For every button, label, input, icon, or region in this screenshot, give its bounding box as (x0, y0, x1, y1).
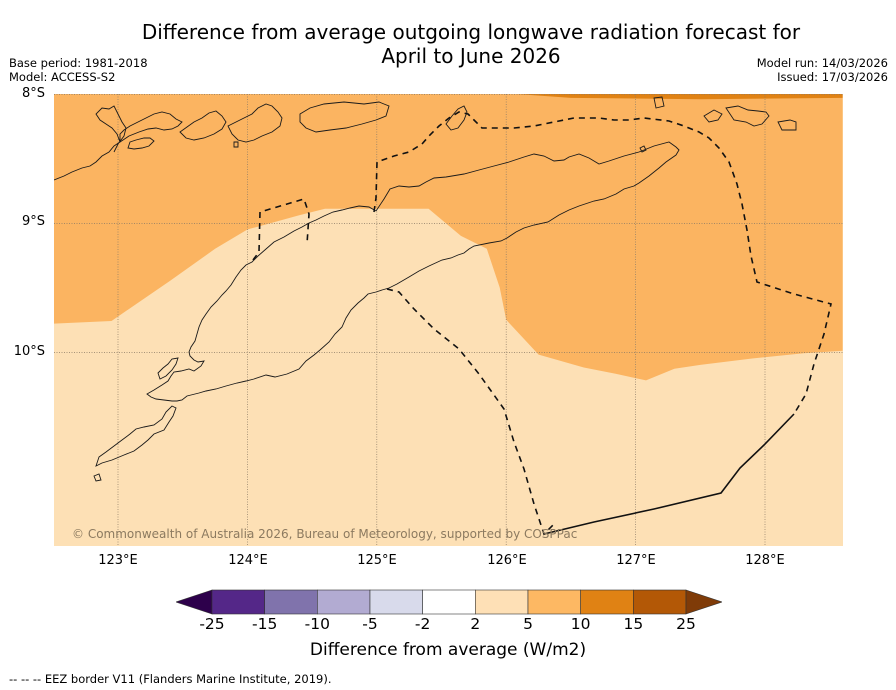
copyright-notice: © Commonwealth of Australia 2026, Bureau… (72, 527, 577, 541)
coastline-rote (95, 405, 177, 467)
eez-border-solid (543, 413, 795, 535)
eez-border-south-east (543, 413, 795, 535)
colorbar-tick-label: 2 (470, 615, 481, 633)
lon-label-126e: 126°E (487, 553, 527, 568)
eez-footnote: -- -- -- EEZ border V11 (Flanders Marine… (9, 672, 332, 686)
eez-border-south-west (386, 288, 555, 536)
coastlines (54, 96, 797, 482)
coastline-island-e1 (653, 96, 665, 109)
run-info: Model run: 14/03/2026 Issued: 17/03/2026 (757, 56, 888, 84)
colorbar-tick-label: -5 (362, 615, 378, 633)
eez-border (252, 111, 832, 536)
coastline-adonara (127, 137, 155, 150)
colorbar (176, 589, 722, 615)
colorbar-bin (317, 589, 371, 615)
coastline-island-e3 (725, 105, 770, 127)
coastline-islet-small1 (233, 141, 239, 148)
colorbar-tick-label: 15 (623, 615, 644, 633)
lat-label-8s: 8°S (21, 86, 45, 101)
eez-border-timor-north (373, 111, 832, 415)
anomaly-region-10-to-15 (516, 94, 843, 100)
coastline-lembata (119, 111, 183, 143)
colorbar-bin (633, 589, 687, 615)
gridlines (54, 94, 843, 546)
anomaly-region-5-to-10 (54, 94, 843, 381)
lat-label-9s: 9°S (21, 214, 45, 229)
model-info: Base period: 1981-2018 Model: ACCESS-S2 (9, 56, 148, 84)
anomaly-fills (54, 94, 843, 381)
title-line-1: Difference from average outgoing longwav… (141, 20, 801, 44)
coastline-islet-small2 (639, 145, 647, 153)
coastline-timor (146, 141, 680, 402)
lat-label-10s: 10°S (13, 344, 45, 359)
colorbar-tick-label: -10 (304, 615, 330, 633)
coastline-wetar (299, 101, 390, 133)
colorbar-bin (264, 589, 318, 615)
colorbar-tick-label: -15 (251, 615, 278, 633)
colorbar-label: Difference from average (W/m2) (309, 640, 587, 660)
colorbar-tick-label: 10 (570, 615, 591, 633)
colorbar-under-arrow (176, 589, 213, 615)
colorbar-bin (475, 589, 529, 615)
chart-title: Difference from average outgoing longwav… (0, 20, 896, 68)
model-name: Model: ACCESS-S2 (9, 70, 116, 84)
coastline-ndao (93, 473, 102, 482)
colorbar-tick-label: -25 (199, 615, 225, 633)
lon-label-123e: 123°E (98, 553, 138, 568)
colorbar-bin (211, 589, 265, 615)
colorbar-over-arrow (685, 589, 722, 615)
model-run-date: Model run: 14/03/2026 (756, 56, 888, 70)
coastline-island-e2 (703, 109, 723, 123)
colorbar-tick-label: 25 (676, 615, 696, 633)
colorbar-bin (422, 589, 476, 615)
lon-label-128e: 128°E (745, 553, 785, 568)
coastline-pantar (179, 110, 227, 141)
colorbar-bin (527, 589, 581, 615)
coastline-island-e4 (777, 119, 797, 131)
issued-date: Issued: 17/03/2026 (777, 70, 888, 84)
colorbar-tick-label: -2 (414, 615, 431, 633)
lon-label-124e: 124°E (228, 553, 268, 568)
map-panel: © Commonwealth of Australia 2026, Bureau… (54, 94, 843, 546)
base-period: Base period: 1981-2018 (9, 56, 148, 70)
lon-label-127e: 127°E (616, 553, 656, 568)
colorbar-bin (580, 589, 634, 615)
colorbar-tick-label: 5 (523, 615, 533, 633)
coastline-flores (54, 105, 127, 181)
coastline-atauro (445, 105, 468, 131)
title-line-2: April to June 2026 (381, 44, 561, 68)
coastline-alor (227, 103, 283, 143)
lon-label-125e: 125°E (357, 553, 397, 568)
colorbar-bin (369, 589, 423, 615)
coastline-semau (157, 357, 179, 380)
